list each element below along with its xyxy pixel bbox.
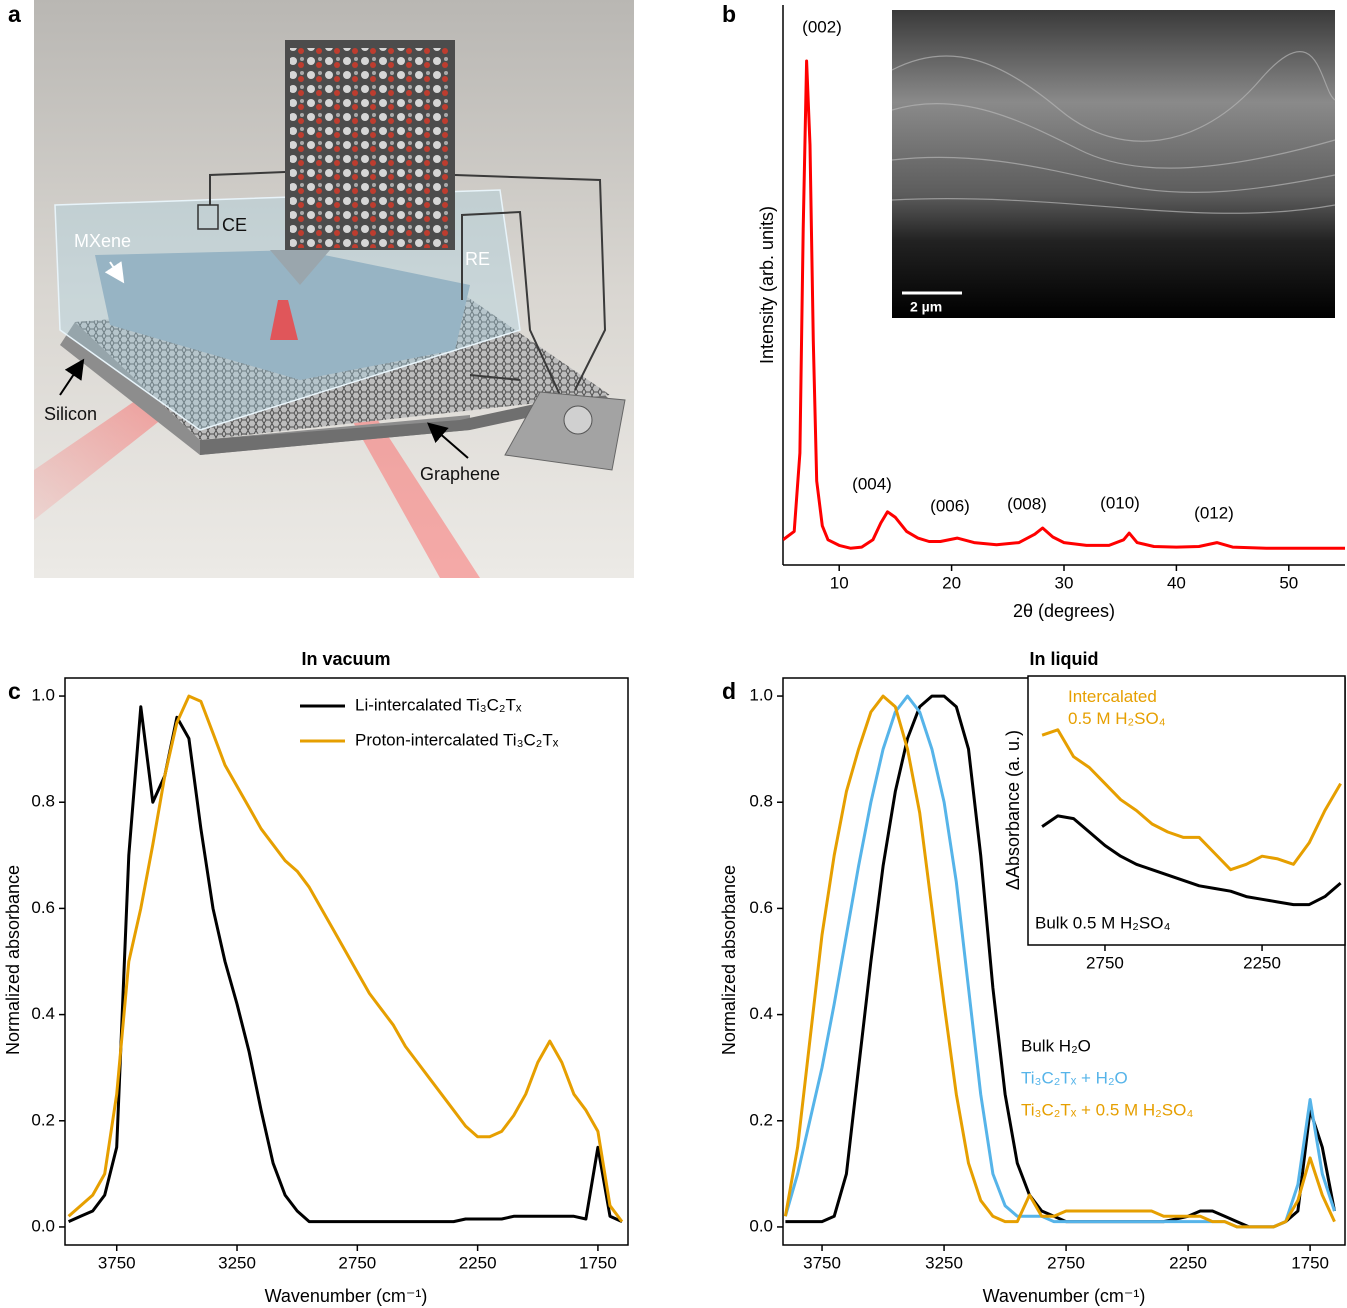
y-tick-label: 0.8 [31, 792, 55, 811]
y-axis-label: Normalized absorbance [719, 865, 739, 1055]
x-tick-label: 50 [1279, 573, 1298, 592]
sem-texture [891, 51, 1336, 214]
peak-label: (008) [1007, 494, 1047, 513]
x-tick-label: 3250 [218, 1253, 256, 1272]
illustration-label: Graphene [420, 464, 500, 484]
panel-letter: b [722, 1, 736, 27]
series-label: Bulk 0.5 M H₂SO₄ [1035, 913, 1170, 932]
data-line [67, 705, 623, 1224]
y-tick-label: 1.0 [749, 686, 773, 705]
y-tick-label: 0.6 [31, 898, 55, 917]
data-line [1041, 814, 1342, 907]
chart-title: In vacuum [301, 649, 390, 669]
arrow [426, 422, 469, 459]
x-tick-label: 40 [1167, 573, 1186, 592]
y-tick-label: 0.0 [749, 1216, 773, 1235]
plot-frame [1027, 675, 1346, 946]
plot-frame [64, 677, 629, 1246]
data-line [783, 694, 1336, 1229]
y-axis-label: Normalized absorbance [3, 865, 23, 1055]
legend-label: Li-intercalated Ti₃C₂Tₓ [355, 695, 522, 714]
potentiostat [504, 391, 626, 471]
x-tick-label: 3750 [803, 1253, 841, 1272]
silicon [60, 322, 470, 455]
y-tick-label: 0.0 [31, 1216, 55, 1235]
y-tick-label: 0.4 [749, 1004, 773, 1023]
x-tick-label: 2750 [1086, 953, 1124, 972]
y-tick-label: 1.0 [31, 686, 55, 705]
x-tick-label: 2750 [1047, 1253, 1085, 1272]
scale-bar-label: 2 µm [910, 299, 942, 315]
data-line [1041, 728, 1342, 872]
zoom-cone [270, 250, 330, 285]
x-tick-label: 20 [942, 573, 961, 592]
inset-series-label: Intercalated 0.5 M H₂SO₄ [1068, 687, 1166, 728]
peak-label: (006) [930, 496, 970, 515]
illustration-label: Silicon [44, 404, 97, 424]
y-axis-label: ΔAbsorbance (a. u.) [1003, 730, 1023, 890]
illustration-label: RE [465, 249, 490, 269]
x-tick-label: 2250 [459, 1253, 497, 1272]
legend-label: Proton-intercalated Ti₃C₂Tₓ [355, 730, 559, 749]
x-tick-label: 10 [830, 573, 849, 592]
chart-title: In liquid [1030, 649, 1099, 669]
illustration: CE MXene RE Silicon Graphene [34, 0, 634, 578]
x-tick-label: 2250 [1169, 1253, 1207, 1272]
x-axis-label: 2θ (degrees) [1013, 601, 1115, 621]
laser-spot [270, 300, 298, 340]
data-line [67, 694, 624, 1223]
legend-label: Bulk H₂O [1021, 1036, 1091, 1055]
data-line [785, 694, 1336, 1229]
legend-label: Ti₃C₂Tₓ + 0.5 M H₂SO₄ [1021, 1100, 1193, 1119]
y-tick-label: 0.4 [31, 1004, 55, 1023]
peak-label: (012) [1194, 503, 1234, 522]
y-tick-label: 0.2 [31, 1110, 55, 1129]
y-tick-label: 0.8 [749, 792, 773, 811]
x-tick-label: 30 [1055, 573, 1074, 592]
x-tick-label: 3250 [925, 1253, 963, 1272]
x-tick-label: 3750 [98, 1253, 136, 1272]
peak-label: (004) [852, 474, 892, 493]
x-tick-label: 2250 [1243, 953, 1281, 972]
arrow [104, 261, 125, 284]
x-axis-label: Wavenumber (cm⁻¹) [265, 1286, 428, 1306]
arrow [59, 358, 85, 396]
y-axis-label: Intensity (arb. units) [757, 206, 777, 364]
panel-letter: d [722, 678, 736, 704]
illustration-label: MXene [74, 231, 131, 251]
counter-electrode [197, 204, 219, 230]
data-line [783, 59, 1345, 550]
peak-label: (010) [1100, 493, 1140, 512]
panel-letter: a [8, 1, 21, 27]
illustration-label: CE [222, 215, 247, 235]
y-tick-label: 0.2 [749, 1110, 773, 1129]
silicon-side [200, 390, 610, 455]
wires [209, 171, 607, 396]
y-tick-label: 0.6 [749, 898, 773, 917]
peak-label: (002) [802, 17, 842, 36]
x-tick-label: 1750 [579, 1253, 617, 1272]
legend-label: Ti₃C₂Tₓ + H₂O [1021, 1068, 1128, 1087]
sem-image [892, 10, 1335, 318]
x-axis-label: Wavenumber (cm⁻¹) [983, 1286, 1146, 1306]
sem-inset: 2 µm [891, 10, 1336, 318]
atomic-structure [290, 48, 450, 248]
panel-letter: c [8, 678, 21, 704]
potentiostat-knob [563, 405, 593, 435]
x-tick-label: 1750 [1291, 1253, 1329, 1272]
x-tick-label: 2750 [338, 1253, 376, 1272]
